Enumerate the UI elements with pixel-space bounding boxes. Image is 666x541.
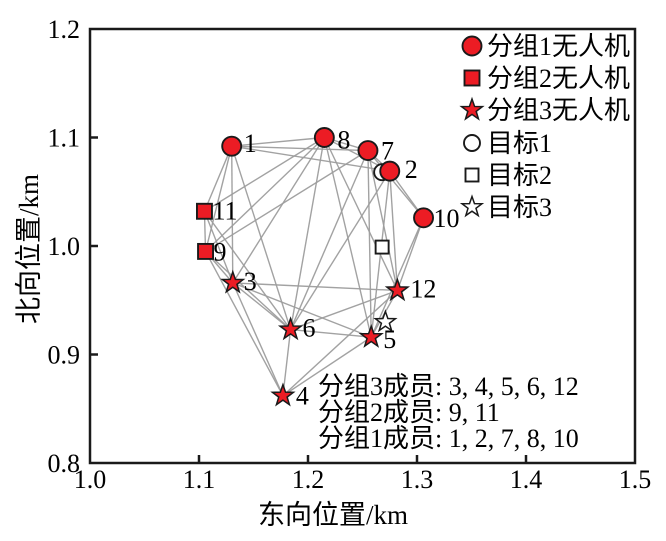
legend-marker-5 (464, 167, 480, 183)
uav-5-label: 5 (383, 325, 396, 354)
legend-marker-1 (461, 35, 483, 57)
uav-7-marker (357, 140, 379, 161)
annotation-line-2: 分组2成员: 9, 11 (318, 398, 500, 427)
annotation-line-1: 分组3成员: 3, 4, 5, 6, 12 (318, 372, 579, 401)
comm-link-11-3 (203, 211, 234, 284)
legend-marker-3 (459, 96, 485, 121)
comm-link-10-12 (396, 217, 425, 291)
comm-link-8-9 (205, 136, 325, 252)
legend-marker-2 (463, 69, 481, 87)
comm-link-4-12 (282, 289, 398, 397)
uav-1-marker (221, 135, 243, 157)
comm-link-2-12 (389, 171, 399, 291)
x-tick-label: 1.2 (292, 465, 325, 494)
y-tick-label: 1.2 (48, 15, 81, 44)
y-tick-label: 0.8 (48, 449, 81, 478)
uav-10-label: 10 (434, 204, 460, 233)
target-3-marker (373, 309, 398, 333)
comm-link-8-3 (232, 137, 325, 284)
comm-link-6-5 (290, 328, 372, 338)
uav-2-marker (379, 160, 401, 182)
comm-link-8-11 (204, 136, 325, 212)
uav-6-label: 6 (303, 314, 316, 343)
x-tick-label: 1.4 (510, 465, 543, 494)
comm-link-1-9 (204, 146, 233, 252)
uav-4-label: 4 (296, 382, 309, 411)
comm-link-8-6 (289, 137, 326, 330)
uav-11-marker (195, 202, 213, 220)
uav-4-marker (270, 382, 296, 407)
comm-link-3-5 (232, 282, 372, 338)
legend-label-2: 分组2无人机 (487, 64, 630, 93)
y-tick-label: 1.1 (48, 124, 81, 153)
annotation-line-3: 分组1成员: 1, 2, 7, 8, 10 (318, 424, 579, 453)
comm-link-2-6 (289, 170, 391, 330)
legend-marker-6 (459, 194, 485, 218)
comm-link-7-12 (367, 150, 399, 291)
uav-2-label: 2 (405, 155, 418, 184)
x-axis-title: 东向位置/km (258, 500, 408, 530)
uav-6-marker (277, 316, 304, 341)
comm-link-9-4 (204, 251, 284, 397)
uav-3-label: 3 (244, 267, 257, 296)
uav-7-label: 7 (381, 137, 394, 166)
uav-3-marker (220, 269, 246, 294)
comm-link-6-12 (290, 289, 398, 331)
uav-11-label: 11 (212, 196, 237, 225)
uav-5-marker (358, 323, 384, 348)
y-tick-label: 0.9 (48, 341, 81, 370)
y-tick-label: 1.0 (48, 232, 81, 261)
uav-12-label: 12 (410, 274, 436, 303)
comm-link-3-12 (232, 282, 398, 292)
comm-link-4-5 (282, 336, 372, 397)
comm-link-7-10 (367, 150, 425, 219)
comm-link-7-9 (205, 149, 369, 253)
uav-12-marker (384, 277, 411, 302)
y-axis-title: 北向位置/km (14, 174, 44, 324)
x-tick-label: 1.3 (401, 465, 434, 494)
x-tick-label: 1.5 (619, 465, 652, 494)
target-2-marker (374, 239, 390, 255)
comm-link-1-7 (231, 145, 368, 152)
comm-link-3-6 (232, 282, 291, 331)
uav-9-label: 9 (214, 237, 227, 266)
comm-link-9-6 (205, 250, 292, 331)
uav-8-label: 8 (337, 126, 350, 155)
x-tick-label: 1.1 (183, 465, 216, 494)
comm-link-3-4 (232, 282, 284, 397)
legend-marker-4 (463, 134, 481, 152)
legend-label-3: 分组3无人机 (487, 96, 630, 125)
uav-8-marker (313, 127, 335, 148)
comm-link-7-5 (367, 150, 372, 338)
comm-link-1-8 (231, 136, 325, 147)
comm-link-8-12 (323, 137, 399, 291)
legend-label-4: 目标1 (487, 129, 552, 158)
uav-10-marker (413, 207, 434, 229)
uav-1-label: 1 (244, 129, 257, 158)
x-tick-label: 1.0 (74, 465, 107, 494)
comm-link-11-6 (203, 210, 292, 330)
uav-9-marker (197, 242, 214, 260)
comm-link-6-4 (282, 329, 292, 396)
comm-link-1-11 (203, 145, 233, 212)
comm-link-1-3 (231, 146, 234, 283)
legend-label-5: 目标2 (487, 161, 552, 190)
legend-label-6: 目标3 (487, 193, 552, 222)
legend-label-1: 分组1无人机 (487, 32, 630, 61)
comm-link-7-6 (289, 150, 369, 330)
